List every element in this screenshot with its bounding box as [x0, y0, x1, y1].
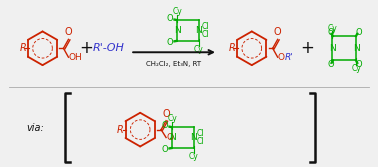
Text: via:: via:: [27, 123, 45, 133]
Text: R: R: [117, 125, 124, 135]
Text: Cy: Cy: [167, 114, 177, 123]
Text: Cl: Cl: [202, 22, 209, 31]
Text: Cl: Cl: [197, 129, 204, 138]
Text: O: O: [355, 28, 362, 37]
Text: O: O: [161, 121, 168, 130]
Text: CH₂Cl₂, Et₃N, RT: CH₂Cl₂, Et₃N, RT: [147, 61, 201, 67]
Text: Cl: Cl: [202, 30, 209, 39]
Text: O: O: [327, 60, 334, 69]
Text: OH: OH: [68, 53, 82, 62]
Text: N: N: [329, 44, 336, 53]
Text: O: O: [166, 14, 173, 23]
Text: Cy: Cy: [328, 24, 337, 33]
Text: Cy: Cy: [189, 152, 199, 161]
Text: O: O: [278, 53, 285, 62]
Text: O: O: [327, 28, 334, 37]
Text: Cy: Cy: [194, 45, 204, 54]
Text: R': R': [285, 53, 293, 62]
Text: O: O: [166, 133, 173, 142]
Text: Cl: Cl: [197, 137, 204, 146]
Text: +: +: [301, 39, 314, 57]
Text: O: O: [161, 145, 168, 154]
Text: O: O: [162, 109, 170, 119]
Text: O: O: [65, 27, 72, 37]
Text: R'-OH: R'-OH: [92, 43, 124, 53]
Text: R: R: [19, 43, 26, 53]
Text: R: R: [228, 43, 235, 53]
Text: N: N: [191, 133, 197, 142]
Text: N: N: [195, 26, 202, 35]
Text: O: O: [166, 38, 173, 47]
Text: Cy: Cy: [172, 7, 182, 16]
Text: +: +: [79, 39, 93, 57]
Text: O: O: [355, 60, 362, 69]
Text: Cy: Cy: [352, 64, 361, 73]
Text: N: N: [174, 26, 180, 35]
Text: O: O: [274, 27, 282, 37]
Text: N: N: [353, 44, 360, 53]
Text: N: N: [169, 133, 175, 142]
